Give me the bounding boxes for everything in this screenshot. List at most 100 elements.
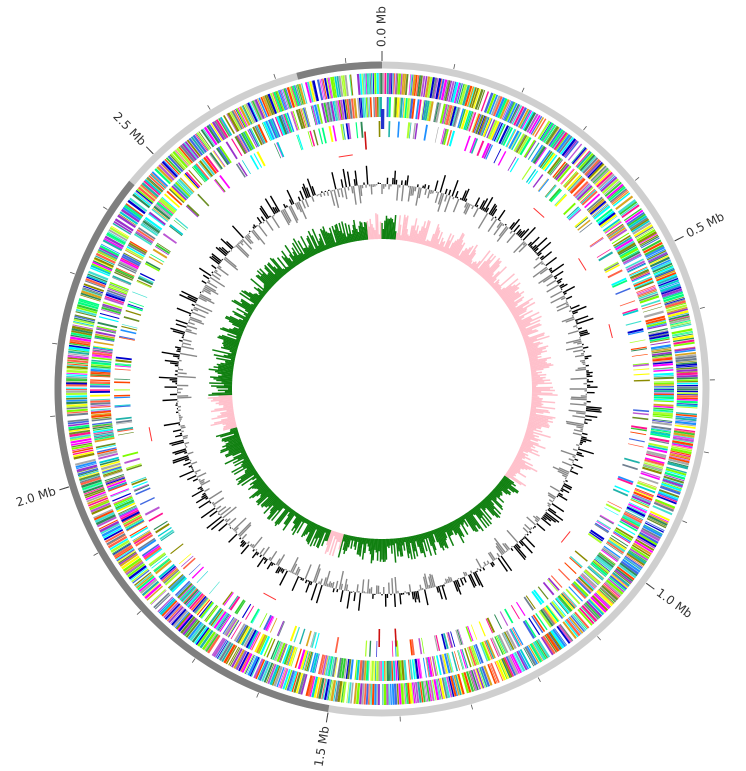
cds-forward-bar [71, 444, 93, 450]
cds-reverse-bar [649, 439, 669, 445]
cds-reverse-bar [585, 569, 601, 584]
cds-sparse-bar [590, 529, 605, 541]
cds-reverse-bar [90, 402, 111, 406]
cds-sparse-bar [566, 206, 580, 219]
cds-forward-bar [68, 349, 90, 353]
cds-reverse-bar [648, 328, 668, 334]
gc-skew-bar [400, 214, 406, 241]
cds-sparse-bar [418, 638, 423, 655]
gc-content-bar [560, 487, 570, 494]
gc-skew-bar [525, 342, 543, 349]
cds-reverse-bar [320, 654, 326, 675]
gc-skew-bar [224, 446, 245, 457]
cds-reverse-bar [320, 103, 328, 124]
cds-reverse-bar [589, 200, 607, 215]
cds-reverse-bar [626, 260, 646, 271]
gc-skew-bar [221, 411, 234, 416]
cds-forward-bar [668, 312, 689, 319]
cds-forward-bar [420, 75, 426, 97]
gc-content-bar [162, 399, 178, 402]
cds-forward-bar [369, 683, 371, 705]
cds-forward-bar [78, 471, 100, 479]
gc-content-bar [480, 198, 489, 211]
cds-reverse-bar [205, 605, 219, 623]
cds-forward-bar [492, 96, 503, 117]
cds-forward-bar [235, 108, 248, 128]
gc-content-bar [513, 545, 526, 561]
cds-forward-bar [217, 641, 230, 660]
cds-forward-bar [427, 76, 433, 98]
cds-forward-bar [665, 468, 687, 476]
cds-forward-bar [113, 544, 133, 558]
gc-skew-bar [366, 220, 370, 240]
gc-content-bar [539, 267, 549, 275]
gc-skew-bar [257, 489, 272, 504]
minor-tick [103, 206, 108, 210]
gc-skew-bar [530, 407, 549, 412]
cds-reverse-bar [127, 243, 146, 256]
cds-sparse-bar [276, 620, 285, 636]
gc-skew-bar [483, 498, 495, 510]
cds-forward-bar [367, 73, 371, 95]
cds-sparse-bar [274, 143, 282, 159]
cds-reverse-bar [396, 97, 400, 118]
cds-forward-bar [676, 398, 698, 401]
cds-forward-bar [249, 656, 260, 677]
gc-content-bar [536, 522, 546, 532]
cds-sparse-bar [130, 476, 147, 484]
cds-forward-bar [101, 525, 122, 537]
gc-content-bar [343, 187, 348, 200]
cds-forward-bar [98, 519, 118, 530]
cds-reverse-bar [411, 659, 416, 680]
cds-forward-bar [125, 561, 144, 575]
gc-content-bar [572, 463, 583, 469]
gc-content-bar [237, 521, 252, 536]
gc-content-bar [572, 455, 576, 459]
cds-reverse-bar [346, 98, 351, 120]
gc-content-bar [191, 303, 196, 307]
cds-forward-bar [320, 78, 327, 100]
major-tick [59, 486, 70, 491]
cds-forward-bar [567, 617, 582, 635]
cds-sparse-bar [476, 140, 485, 157]
cds-reverse-bar [238, 133, 251, 153]
cds-reverse-bar [612, 532, 631, 544]
gc-content-bar [550, 263, 565, 274]
cds-reverse-bar [101, 465, 122, 472]
cds-reverse-bar [572, 582, 588, 598]
gc-content-bar [483, 565, 486, 567]
cds-forward-bar [293, 85, 301, 106]
cds-sparse-bar [267, 616, 275, 632]
gc-content-bar [277, 567, 282, 574]
gc-content-bar [346, 591, 351, 609]
gc-content-bar [568, 458, 575, 462]
gc-skew-bar [525, 341, 541, 348]
cds-reverse-bar [91, 354, 112, 358]
cds-forward-bar [620, 560, 640, 575]
gc-skew-bar [402, 217, 407, 241]
cds-forward-bar [629, 547, 649, 562]
cds-forward-bar [634, 540, 654, 553]
cds-reverse-bar [317, 654, 325, 675]
cds-forward-bar [659, 485, 681, 495]
gc-content-bar [482, 567, 486, 571]
cds-reverse-bar [627, 262, 646, 272]
cds-reverse-bar [96, 444, 116, 450]
cds-forward-bar [159, 598, 176, 616]
cds-forward-bar [590, 596, 607, 613]
gc-skew-bar [263, 497, 280, 515]
gc-skew-bar [318, 238, 326, 251]
cds-forward-bar [78, 298, 100, 306]
cds-forward-bar [136, 188, 154, 204]
gc-content-bar [498, 225, 508, 237]
cds-reverse-bar [461, 648, 469, 669]
cds-reverse-bar [321, 655, 328, 676]
gc-content-bar [535, 251, 537, 254]
cds-sparse-bar [160, 531, 175, 542]
gc-content-bar [176, 307, 192, 315]
gc-skew-bar [264, 267, 279, 282]
cds-forward-bar [670, 321, 691, 327]
cds-reverse-bar [343, 658, 348, 679]
cds-forward-bar [670, 450, 692, 456]
gc-skew-bar [530, 368, 544, 372]
